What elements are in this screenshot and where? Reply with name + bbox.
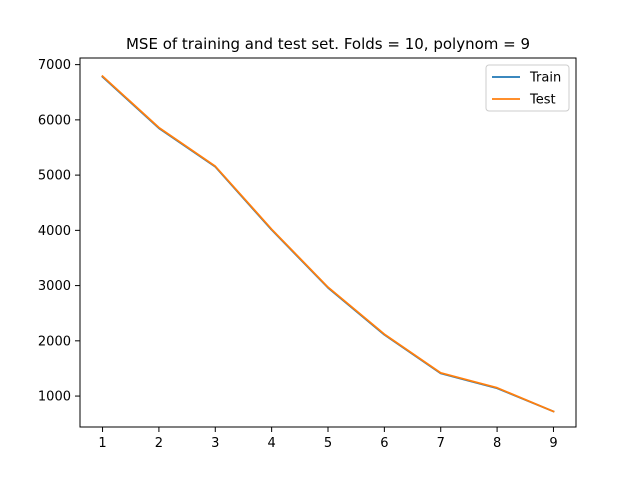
x-tick-label: 5 <box>324 436 332 451</box>
x-tick-label: 2 <box>155 436 163 451</box>
y-tick-label: 6000 <box>38 113 71 128</box>
y-tick-label: 2000 <box>38 334 71 349</box>
x-tick-label: 9 <box>549 436 557 451</box>
y-axis: 1000 2000 3000 4000 5000 6000 7000 <box>38 58 80 405</box>
chart-title: MSE of training and test set. Folds = 10… <box>126 35 530 53</box>
y-tick-label: 7000 <box>38 58 71 73</box>
y-tick-label: 5000 <box>38 169 71 184</box>
plot-frame <box>79 57 577 428</box>
x-axis: 1 2 3 4 5 6 7 8 9 <box>98 427 558 451</box>
y-tick-label: 3000 <box>38 279 71 294</box>
series-line-test <box>101 74 555 413</box>
series-lines <box>101 74 555 413</box>
legend: Train Test <box>485 64 570 112</box>
x-tick-label: 3 <box>211 436 219 451</box>
series-line-train <box>101 75 555 413</box>
legend-label-test: Test <box>529 93 556 108</box>
x-tick-label: 6 <box>380 436 388 451</box>
legend-label-train: Train <box>529 71 561 86</box>
x-tick-label: 1 <box>98 436 106 451</box>
y-tick-label: 1000 <box>38 390 71 405</box>
x-tick-label: 8 <box>493 436 501 451</box>
x-tick-label: 7 <box>437 436 445 451</box>
plot-area <box>79 57 577 428</box>
y-tick-label: 4000 <box>38 224 71 239</box>
x-tick-label: 4 <box>267 436 275 451</box>
